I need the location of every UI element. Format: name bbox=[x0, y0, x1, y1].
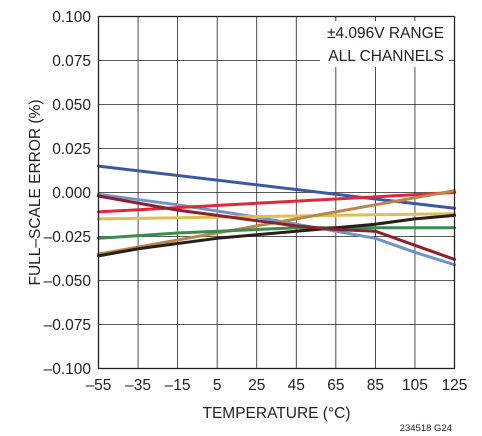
x-tick-label: 5 bbox=[213, 377, 222, 394]
x-tick-label: 85 bbox=[367, 377, 384, 394]
x-tick-label: 25 bbox=[248, 377, 265, 394]
x-tick-label: 45 bbox=[288, 377, 305, 394]
x-tick-label: 65 bbox=[327, 377, 344, 394]
series-line-8 bbox=[97, 194, 456, 261]
annotation-line-channels: ALL CHANNELS bbox=[328, 48, 444, 65]
series-line-3 bbox=[97, 212, 456, 221]
y-tick-labels: 0.100 0.075 0.050 0.025 0.000 –0.025 –0.050 –0.… bbox=[44, 9, 92, 378]
y-tick-label: –0.050 bbox=[44, 273, 92, 290]
x-tick-label: 125 bbox=[442, 377, 468, 394]
figure-id: 234518 G24 bbox=[400, 423, 452, 434]
series-line-6 bbox=[97, 226, 456, 240]
y-tick-label: 0.050 bbox=[52, 97, 91, 114]
x-tick-label: –15 bbox=[165, 377, 191, 394]
x-tick-label: 105 bbox=[402, 377, 428, 394]
series-line-7 bbox=[97, 213, 456, 258]
y-tick-label: 0.000 bbox=[52, 185, 91, 202]
y-axis-title: FULL–SCALE ERROR (%) bbox=[27, 99, 44, 285]
annotation-box bbox=[320, 21, 449, 67]
x-axis-title: TEMPERATURE (°C) bbox=[203, 405, 351, 422]
y-tick-label: –0.075 bbox=[44, 317, 91, 334]
x-tick-labels: –55 –35 –15 5 25 45 65 85 105 125 bbox=[86, 377, 468, 394]
y-tick-label: 0.025 bbox=[52, 141, 91, 158]
series-lines bbox=[97, 164, 456, 267]
plot-frame bbox=[97, 15, 456, 370]
y-tick-label: 0.075 bbox=[52, 53, 91, 70]
annotation-line-range: ±4.096V RANGE bbox=[327, 25, 444, 42]
y-tick-label: –0.025 bbox=[44, 229, 91, 246]
y-tick-label: –0.100 bbox=[44, 361, 92, 378]
x-tick-label: –55 bbox=[86, 377, 112, 394]
series-line-4 bbox=[97, 191, 456, 214]
x-tick-label: –35 bbox=[125, 377, 151, 394]
grid bbox=[98, 16, 455, 369]
y-tick-label: 0.100 bbox=[52, 9, 91, 26]
